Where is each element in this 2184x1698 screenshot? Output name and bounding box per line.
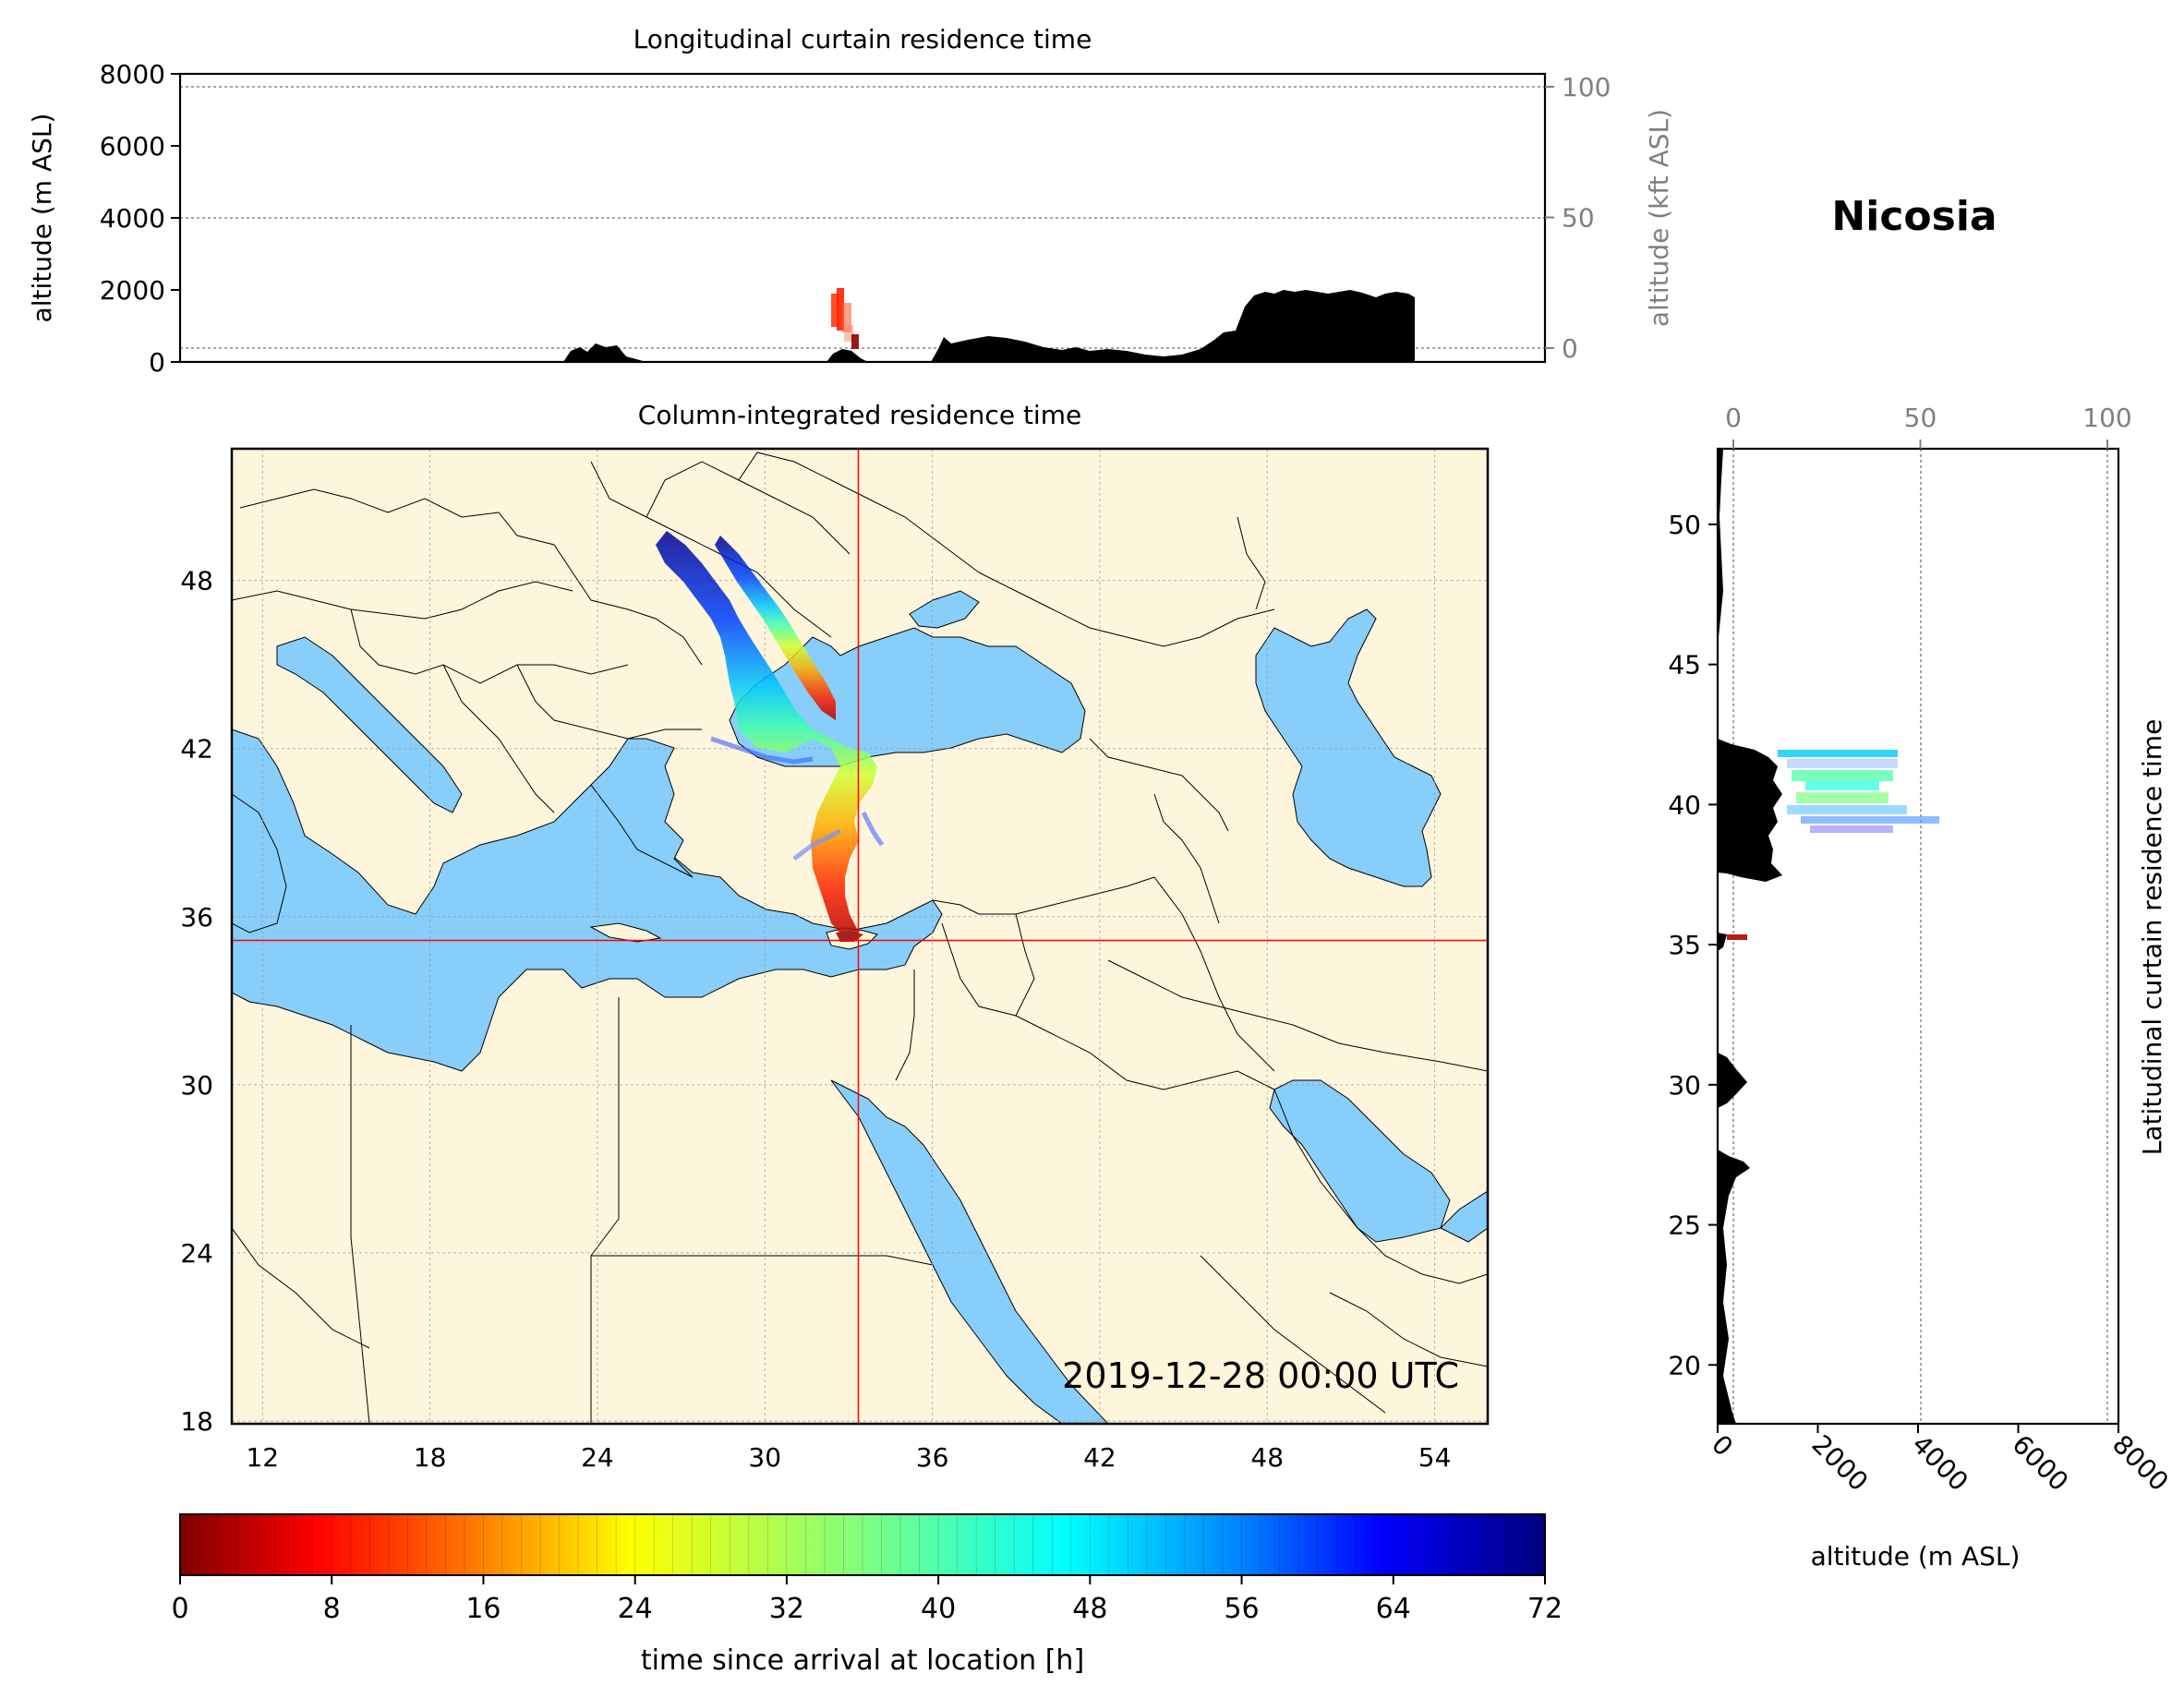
persian-gulf bbox=[1269, 1079, 1451, 1243]
column-integrated-map-panel: Column-integrated residence time bbox=[180, 400, 1490, 1473]
map-xtick-label: 36 bbox=[916, 1442, 949, 1473]
longitudinal-curtain-panel: Longitudinal curtain residence time alti… bbox=[27, 24, 1674, 378]
top-panel-yticks: 0 2000 4000 6000 8000 bbox=[100, 59, 180, 378]
map-xtick-label: 30 bbox=[748, 1442, 781, 1473]
right-xtick-top-label: 50 bbox=[1904, 403, 1937, 433]
right-xtick-label: 4000 bbox=[1906, 1429, 1974, 1498]
map-xtick-label: 48 bbox=[1250, 1442, 1284, 1473]
top-ytick-label: 4000 bbox=[100, 203, 165, 234]
plume-arm-west bbox=[710, 736, 814, 765]
top-ytick-label: 0 bbox=[149, 347, 165, 378]
top-ytick-label: 6000 bbox=[100, 131, 165, 162]
caspian-sea bbox=[1255, 608, 1442, 887]
right-panel-frame bbox=[1716, 447, 2120, 1426]
map-xtick-label: 54 bbox=[1418, 1442, 1452, 1473]
top-ytick-right-label: 0 bbox=[1562, 333, 1578, 364]
top-ytick-label: 2000 bbox=[100, 275, 165, 306]
map-gridlines bbox=[232, 449, 1488, 1424]
top-residence-cells bbox=[831, 288, 859, 349]
colorbar-gradient bbox=[179, 1513, 1546, 1576]
right-xtick-label: 0 bbox=[1706, 1429, 1739, 1463]
map-plot-area: 2019-12-28 00:00 UTC bbox=[232, 449, 1488, 1424]
colorbar-tick-label: 8 bbox=[323, 1593, 341, 1625]
map-yticks: 18 24 30 36 42 48 bbox=[180, 566, 213, 1437]
plume-arm-east bbox=[861, 811, 885, 847]
map-ytick-label: 48 bbox=[180, 566, 213, 596]
tyrrhenian-sea bbox=[232, 793, 287, 933]
top-ytick-right-label: 100 bbox=[1562, 72, 1611, 102]
map-xtick-label: 18 bbox=[414, 1442, 447, 1473]
colorbar-tick-label: 72 bbox=[1527, 1593, 1563, 1625]
right-xtick-top-label: 100 bbox=[2082, 403, 2131, 433]
right-xtick-label: 2000 bbox=[1806, 1429, 1875, 1498]
plume-arm-southwest bbox=[792, 828, 842, 861]
right-panel-xlabel: altitude (m ASL) bbox=[1811, 1541, 2021, 1572]
map-ytick-label: 24 bbox=[180, 1238, 213, 1269]
sea-of-azov bbox=[909, 590, 980, 629]
colorbar: 0 8 16 24 32 40 48 56 64 72 time since arrival at… bbox=[171, 1513, 1563, 1677]
right-ytick-label: 45 bbox=[1668, 650, 1701, 680]
map-timestamp: 2019-12-28 00:00 UTC bbox=[1062, 1355, 1459, 1396]
right-panel-yticks: 20 25 30 35 40 45 50 bbox=[1668, 510, 1718, 1380]
colorbar-tick-label: 32 bbox=[769, 1593, 804, 1625]
colorbar-tick-label: 48 bbox=[1072, 1593, 1107, 1625]
colorbar-segments bbox=[199, 1514, 1526, 1575]
map-xticks: 12 18 24 30 36 42 48 54 bbox=[246, 1442, 1451, 1473]
top-ytick-label: 8000 bbox=[100, 59, 165, 90]
colorbar-label: time since arrival at location [h] bbox=[641, 1644, 1084, 1677]
plume-main-body bbox=[656, 531, 877, 938]
colorbar-tick-label: 40 bbox=[921, 1593, 956, 1625]
latitudinal-curtain-panel: Latitudinal curtain residence time altit… bbox=[1668, 403, 2174, 1572]
map-xtick-label: 12 bbox=[246, 1442, 279, 1473]
colorbar-tick-label: 64 bbox=[1376, 1593, 1411, 1625]
right-panel-plot-area bbox=[1718, 449, 2108, 1424]
plume-source-tip bbox=[836, 931, 863, 942]
map-frame bbox=[230, 447, 1490, 1426]
crete-island bbox=[589, 922, 662, 943]
map-ytick-label: 30 bbox=[180, 1070, 213, 1101]
colorbar-tick-label: 16 bbox=[465, 1593, 501, 1625]
colorbar-tick-label: 56 bbox=[1224, 1593, 1259, 1625]
colorbar-tick-label: 24 bbox=[618, 1593, 653, 1625]
map-xtick-label: 24 bbox=[581, 1442, 614, 1473]
right-panel-title: Latitudinal curtain residence time bbox=[2137, 719, 2167, 1156]
right-ytick-label: 50 bbox=[1668, 510, 1701, 540]
right-ytick-label: 35 bbox=[1668, 930, 1701, 960]
map-ytick-label: 36 bbox=[180, 902, 213, 933]
mediterranean-sea bbox=[232, 729, 943, 1072]
right-ytick-label: 20 bbox=[1668, 1350, 1701, 1380]
right-ytick-label: 30 bbox=[1668, 1070, 1701, 1101]
station-name: Nicosia bbox=[1831, 193, 1997, 240]
map-ytick-label: 18 bbox=[180, 1406, 213, 1437]
right-terrain-profile bbox=[1718, 449, 1782, 1424]
top-panel-ylabel: altitude (m ASL) bbox=[27, 114, 57, 323]
top-panel-title: Longitudinal curtain residence time bbox=[633, 24, 1092, 54]
trajectory-plume bbox=[656, 531, 885, 942]
colorbar-ticks: 0 8 16 24 32 40 48 56 64 72 bbox=[171, 1575, 1563, 1625]
top-panel-plot-area bbox=[180, 86, 1545, 362]
red-sea bbox=[830, 1079, 1109, 1424]
map-xtick-label: 42 bbox=[1083, 1442, 1116, 1473]
right-panel-xticks-top: 0 50 100 bbox=[1725, 403, 2132, 449]
top-ytick-right-label: 50 bbox=[1562, 203, 1595, 234]
right-xtick-label: 6000 bbox=[2007, 1429, 2075, 1498]
aegean-sea bbox=[590, 738, 694, 878]
country-borders bbox=[232, 452, 1488, 1424]
colorbar-tick-label: 0 bbox=[171, 1593, 188, 1625]
adriatic-sea bbox=[276, 636, 463, 813]
right-panel-xticks: 0 2000 4000 6000 8000 bbox=[1706, 1424, 2175, 1497]
top-terrain-profile bbox=[563, 290, 1415, 362]
right-ytick-label: 40 bbox=[1668, 789, 1701, 820]
top-panel-yticks-right: 0 50 100 bbox=[1545, 72, 1611, 364]
right-xtick-top-label: 0 bbox=[1725, 403, 1742, 433]
right-residence-cells bbox=[1727, 750, 1939, 940]
right-xtick-label: 8000 bbox=[2106, 1429, 2175, 1498]
map-title: Column-integrated residence time bbox=[638, 400, 1081, 430]
map-ytick-label: 42 bbox=[180, 734, 213, 765]
right-ytick-label: 25 bbox=[1668, 1210, 1701, 1241]
gulf-of-oman bbox=[1440, 1190, 1488, 1243]
plume-northern-arm bbox=[715, 536, 836, 720]
top-panel-ylabel-right: altitude (kft ASL) bbox=[1644, 109, 1674, 327]
